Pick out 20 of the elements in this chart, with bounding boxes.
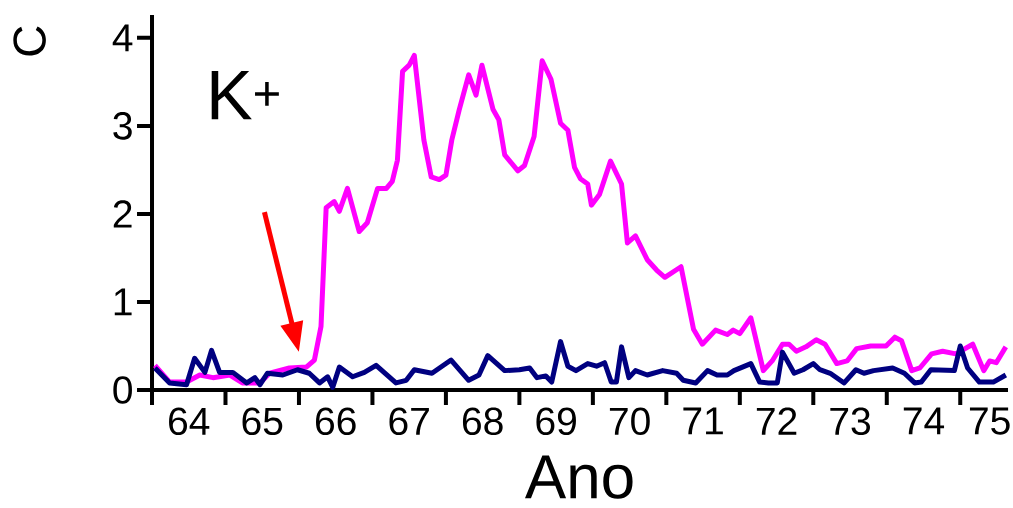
annotation: K$^{+}$: [211, 71, 279, 120]
x-tick-label: 70: [609, 407, 650, 436]
y-tick-label: 2: [113, 200, 132, 228]
x-tick-label: 74: [903, 407, 945, 435]
x-tick-label: 75: [969, 407, 1010, 435]
y-tick-label: 4: [112, 24, 133, 52]
x-tick-label: 67: [389, 407, 429, 436]
y-tick-label: 1: [114, 288, 132, 316]
x-tick-label: 71: [683, 407, 723, 435]
x-tick-label: 66: [315, 407, 356, 436]
x-tick-label: 72: [756, 407, 797, 435]
x-tick-label: 64: [169, 407, 210, 436]
y-tick-label: 3: [113, 112, 132, 140]
x-tick-label: 65: [242, 407, 283, 436]
y-tick-label: 0: [113, 376, 132, 404]
x-axis-title: Ano: [524, 455, 633, 499]
x-tick-label: 73: [830, 407, 870, 436]
x-tick-label: 69: [536, 407, 576, 436]
y-axis-title: C: [13, 26, 46, 56]
x-tick-label: 68: [462, 407, 503, 436]
